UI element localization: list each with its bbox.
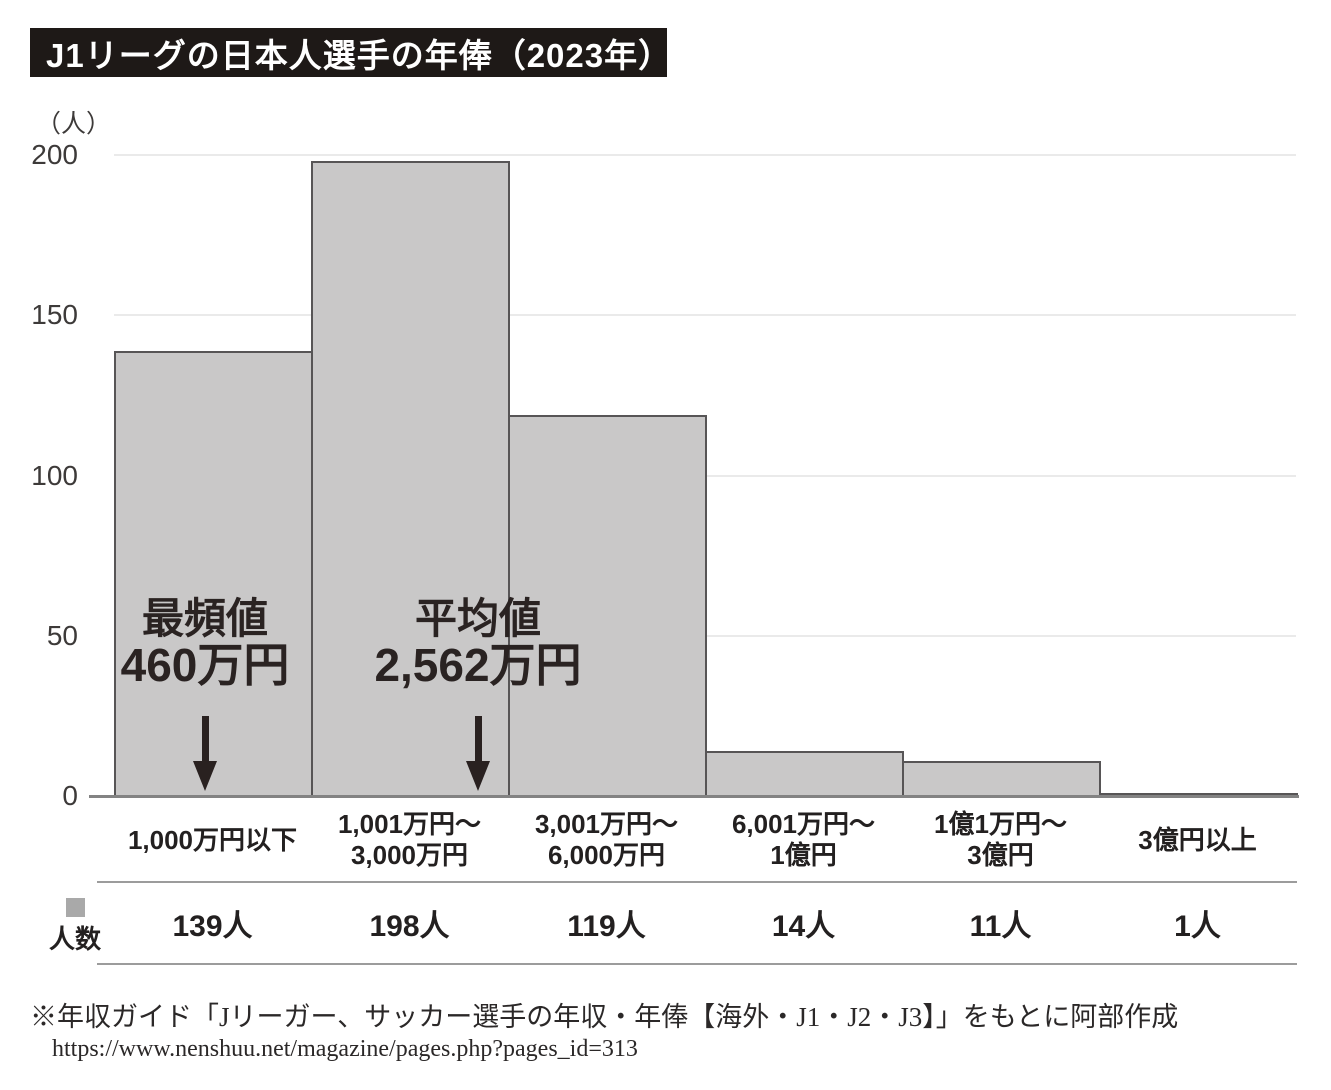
gridline-y150 xyxy=(114,314,1296,317)
y-tick-label-150: 150 xyxy=(31,299,78,331)
source-text: ※年収ガイド「Jリーガー、サッカー選手の年収・年俸【海外・J1・J2・J3】」を… xyxy=(30,1002,1179,1032)
legend-swatch-icon xyxy=(65,898,85,917)
source-footnote: ※年収ガイド「Jリーガー、サッカー選手の年収・年俸【海外・J1・J2・J3】」を… xyxy=(30,1000,1310,1064)
legend-label: 人数 xyxy=(48,924,101,954)
x-category-label-4: 6,001万円～ 1億円 xyxy=(731,809,876,870)
x-axis-line xyxy=(89,795,1299,798)
x-category-label-6: 3億円以上 xyxy=(1138,824,1257,855)
chart-title-bar: J1リーグの日本人選手の年俸（2023年） xyxy=(30,28,671,77)
mean-annotation-label: 平均値 xyxy=(414,595,541,642)
x-category-label-1: 1,000万円以下 xyxy=(127,824,298,855)
y-tick-label-50: 50 xyxy=(46,619,78,651)
x-category-label-3: 3,001万円～ 6,000万円 xyxy=(534,809,679,870)
mode-annotation-value: 460万円 xyxy=(120,639,290,691)
mean-annotation-value: 2,562万円 xyxy=(374,639,582,691)
mode-annotation-label: 最頻値 xyxy=(141,595,268,642)
bar-3 xyxy=(508,414,707,796)
bar-5 xyxy=(902,760,1101,796)
bar-2 xyxy=(311,161,510,796)
bar-4 xyxy=(705,751,904,796)
y-tick-label-100: 100 xyxy=(31,459,78,491)
count-value-2: 198人 xyxy=(369,910,450,943)
count-value-3: 119人 xyxy=(567,910,646,943)
bar-6 xyxy=(1099,792,1298,796)
counts-table-top-rule xyxy=(97,881,1297,883)
count-value-5: 11人 xyxy=(969,910,1032,943)
y-tick-label-200: 200 xyxy=(31,139,78,170)
x-category-label-5: 1億1万円～ 3億円 xyxy=(934,809,1067,870)
y-axis-unit-label: （人） xyxy=(36,110,112,138)
y-tick-label-0: 0 xyxy=(62,780,78,811)
x-category-label-2: 1,001万円～ 3,000万円 xyxy=(337,809,482,870)
mode-annotation: 最頻値 460万円 xyxy=(45,595,365,691)
count-value-6: 1人 xyxy=(1174,910,1221,943)
source-url: https://www.nenshuu.net/magazine/pages.p… xyxy=(52,1036,638,1062)
legend: 人数 xyxy=(40,894,110,956)
bar-1 xyxy=(114,350,313,796)
gridline-y200 xyxy=(114,154,1296,156)
counts-table-bottom-rule xyxy=(97,963,1297,965)
count-value-1: 139人 xyxy=(172,910,253,943)
chart-title: J1リーグの日本人選手の年俸（2023年） xyxy=(46,36,673,74)
mean-annotation: 平均値 2,562万円 xyxy=(318,595,638,691)
count-value-4: 14人 xyxy=(771,910,836,943)
